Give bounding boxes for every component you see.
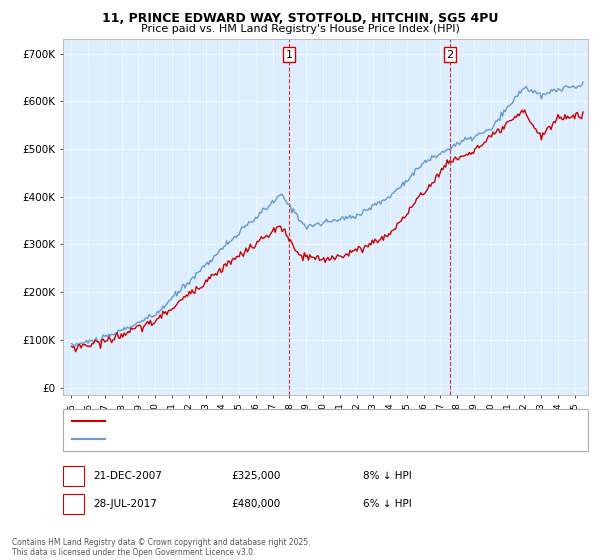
Text: 8% ↓ HPI: 8% ↓ HPI — [363, 471, 412, 481]
Text: 2: 2 — [446, 50, 454, 60]
Text: Contains HM Land Registry data © Crown copyright and database right 2025.
This d: Contains HM Land Registry data © Crown c… — [12, 538, 311, 557]
Text: 6% ↓ HPI: 6% ↓ HPI — [363, 499, 412, 509]
Text: 11, PRINCE EDWARD WAY, STOTFOLD, HITCHIN, SG5 4PU: 11, PRINCE EDWARD WAY, STOTFOLD, HITCHIN… — [102, 12, 498, 25]
Text: 11, PRINCE EDWARD WAY, STOTFOLD, HITCHIN, SG5 4PU (detached house): 11, PRINCE EDWARD WAY, STOTFOLD, HITCHIN… — [111, 416, 449, 425]
Text: 1: 1 — [70, 471, 77, 481]
Text: Price paid vs. HM Land Registry's House Price Index (HPI): Price paid vs. HM Land Registry's House … — [140, 24, 460, 34]
Text: 28-JUL-2017: 28-JUL-2017 — [93, 499, 157, 509]
Text: 1: 1 — [286, 50, 292, 60]
Text: HPI: Average price, detached house, Central Bedfordshire: HPI: Average price, detached house, Cent… — [111, 435, 372, 444]
Text: 21-DEC-2007: 21-DEC-2007 — [93, 471, 162, 481]
Text: £325,000: £325,000 — [231, 471, 280, 481]
Text: £480,000: £480,000 — [231, 499, 280, 509]
Text: 2: 2 — [70, 499, 77, 509]
